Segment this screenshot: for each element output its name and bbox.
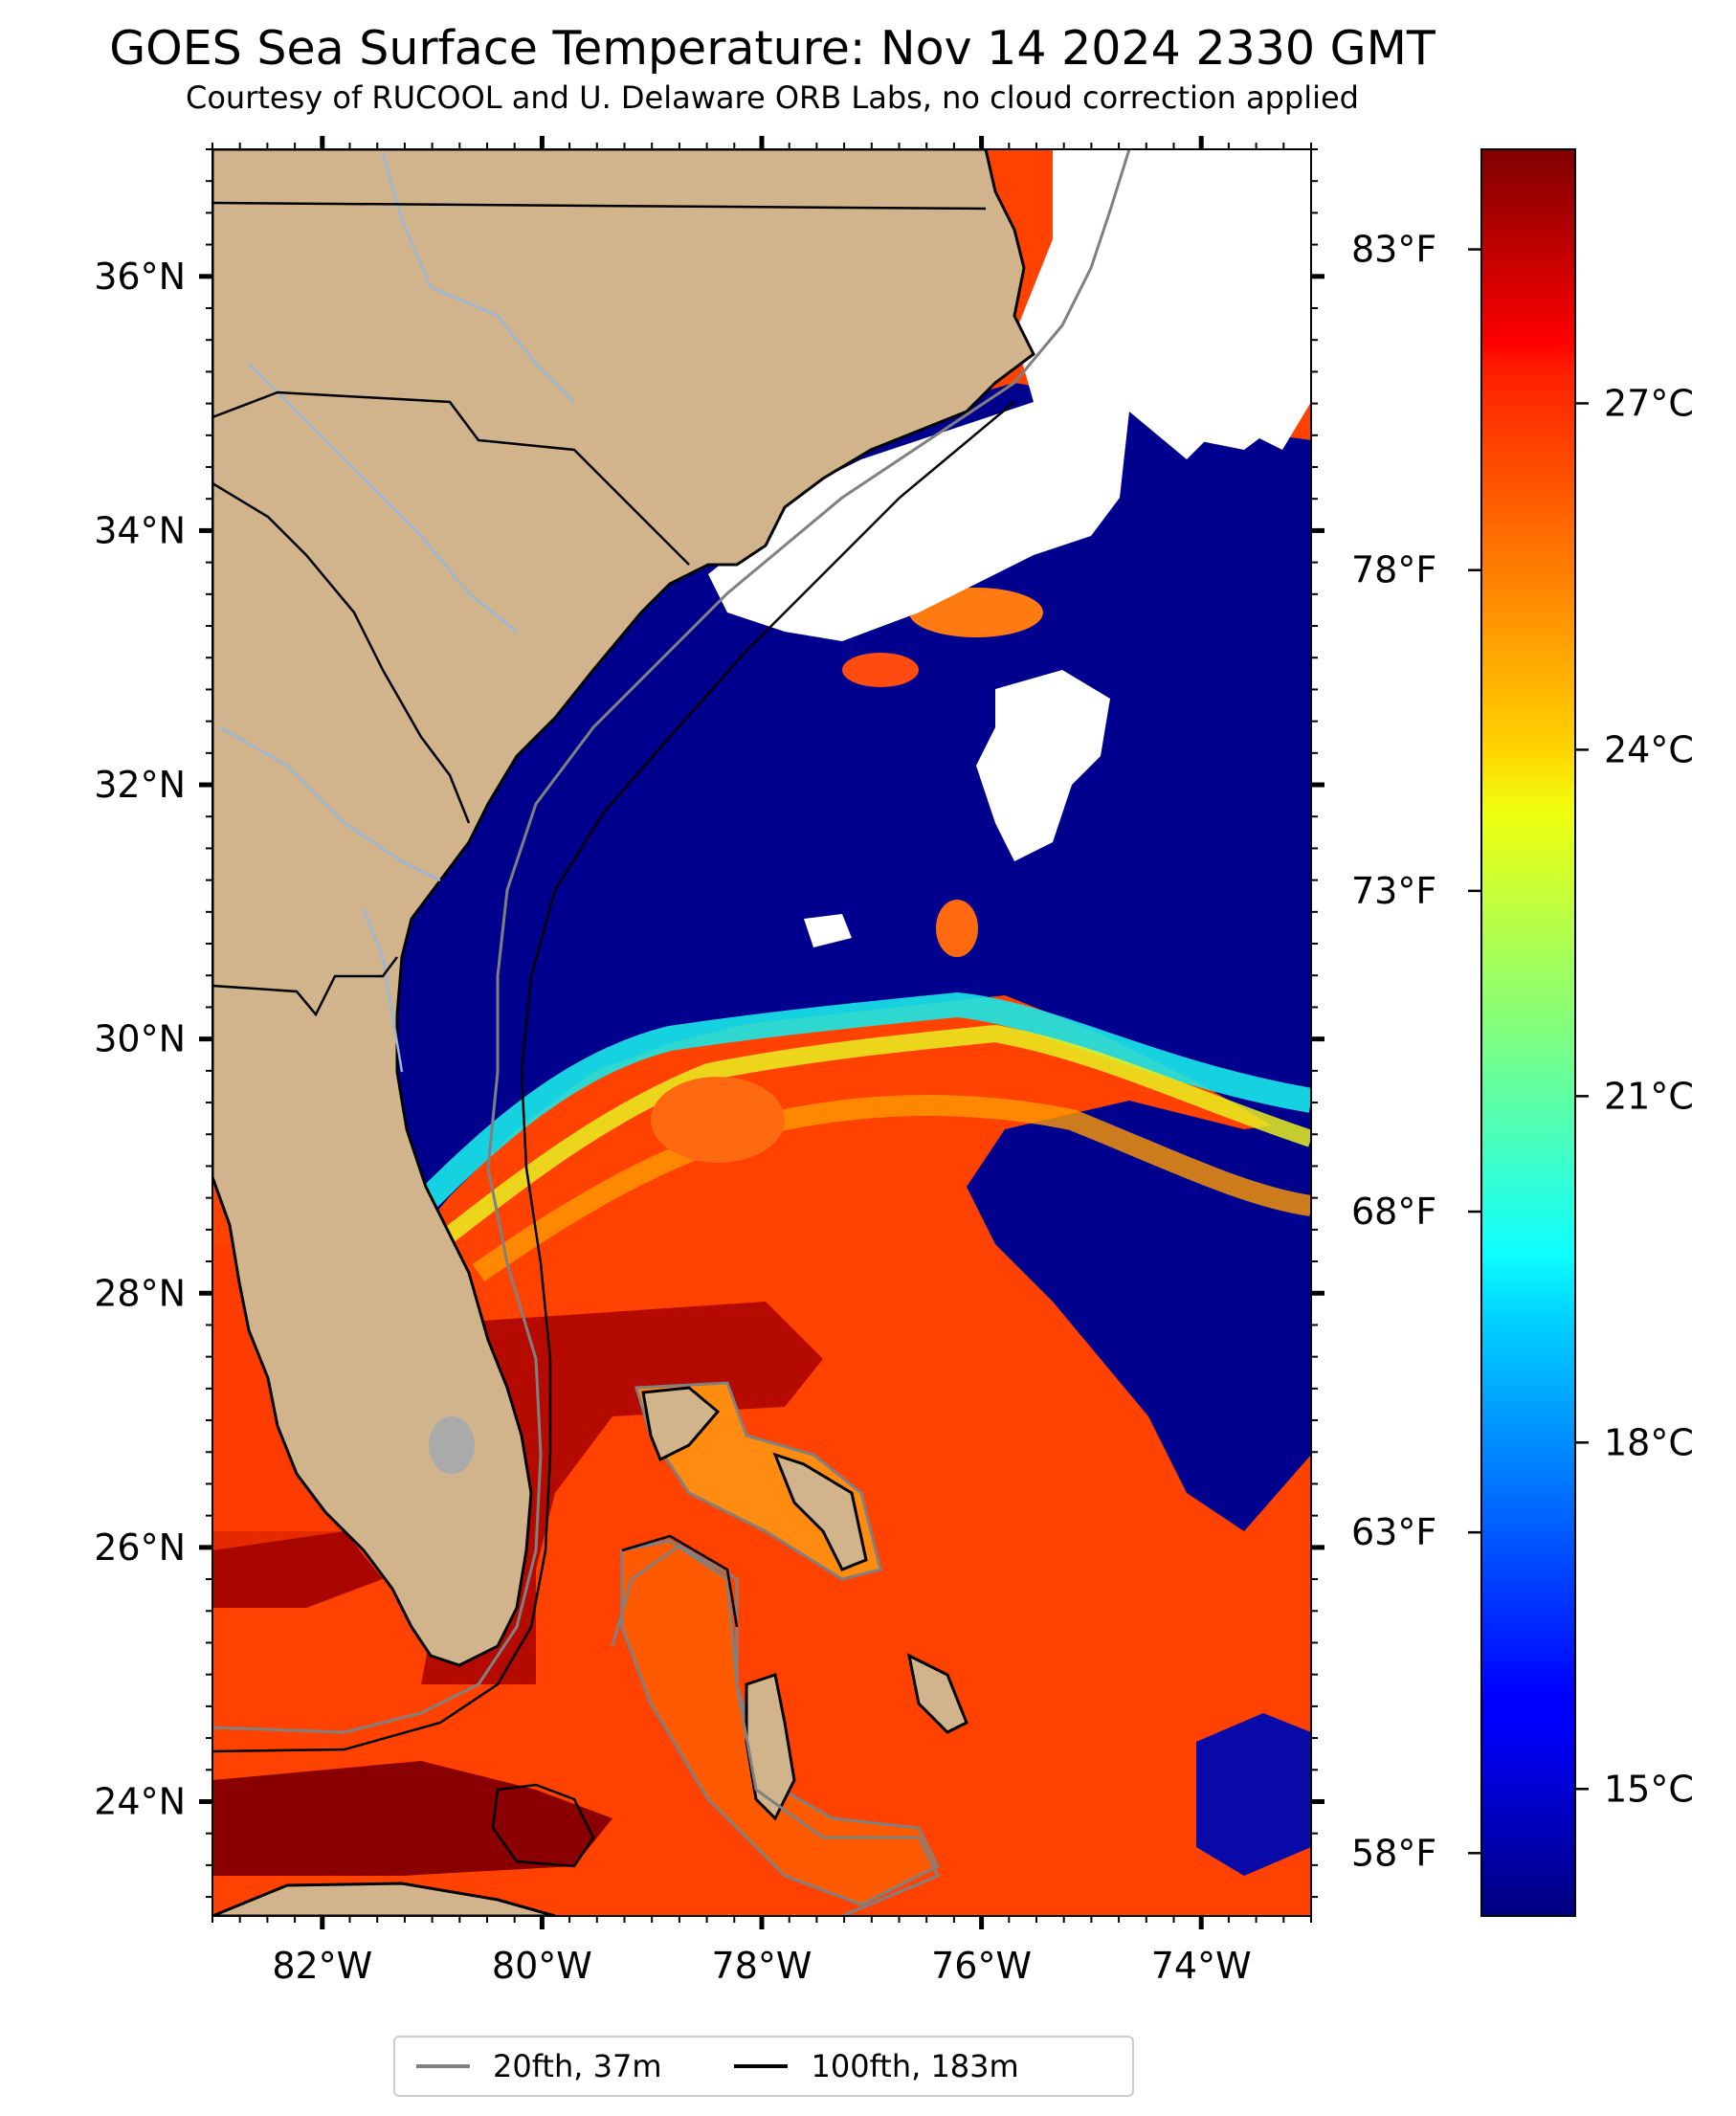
cloud-small <box>804 914 852 947</box>
contour-20fth <box>212 149 1131 1734</box>
colorbar <box>1480 148 1576 1917</box>
legend-item-20fth: 20fth, 37m <box>416 2048 661 2084</box>
cloud-northeast <box>708 149 1311 641</box>
figure-subtitle: Courtesy of RUCOOL and U. Delaware ORB L… <box>186 79 1359 116</box>
celsius-axis: 15°C 18°C 21°C 24°C 27°C <box>1575 382 1694 1810</box>
sst-map <box>212 149 1311 1916</box>
contour-cay-sal <box>491 1783 595 1868</box>
sst-front-cyan <box>412 991 1311 1215</box>
lat-tick-label: 26°N <box>94 1526 186 1569</box>
gulf-warm-core <box>212 1531 383 1608</box>
state-border-nc-sc <box>212 390 690 566</box>
fahrenheit-tick-label: 58°F <box>1351 1832 1436 1874</box>
longitude-axis: 82°W 80°W 78°W 76°W 74°W <box>211 136 1312 1987</box>
contour-bahamas-west-100 <box>621 1534 739 1628</box>
state-border-va-nc <box>212 201 987 211</box>
celsius-tick-label: 18°C <box>1604 1421 1694 1463</box>
lon-tick-label: 74°W <box>1151 1945 1252 1987</box>
sst-front-yellow <box>444 1024 1311 1242</box>
legend-label-20fth: 20fth, 37m <box>493 2048 662 2084</box>
lat-tick-label: 32°N <box>94 764 186 806</box>
cuba-coast <box>212 1882 556 1916</box>
legend-item-100fth: 100fth, 183m <box>734 2048 1019 2084</box>
state-border-sc-ga <box>212 481 471 824</box>
eleuthera <box>906 1653 968 1734</box>
sst-cool-patch-southeast <box>1196 1713 1311 1876</box>
contour-bahamas-west <box>611 1544 941 1916</box>
celsius-tick-label: 15°C <box>1604 1768 1694 1810</box>
figure-title: GOES Sea Surface Temperature: Nov 14 202… <box>109 21 1436 76</box>
sst-front-orange <box>472 1095 1311 1282</box>
legend-label-100fth: 100fth, 183m <box>811 2048 1019 2084</box>
river-1 <box>381 152 575 403</box>
cloud-central <box>976 670 1110 861</box>
fahrenheit-tick-label: 68°F <box>1351 1191 1436 1233</box>
legend-swatch-20fth <box>416 2064 470 2068</box>
lat-tick-label: 28°N <box>94 1272 186 1314</box>
river-3 <box>219 725 441 882</box>
fahrenheit-tick-label: 63°F <box>1351 1511 1436 1553</box>
celsius-tick-label: 27°C <box>1604 382 1694 424</box>
celsius-tick-label: 24°C <box>1604 728 1694 770</box>
warm-eddy-2 <box>842 653 919 687</box>
lat-tick-label: 34°N <box>94 509 186 551</box>
fahrenheit-tick-label: 83°F <box>1351 229 1436 271</box>
abaco <box>772 1452 868 1571</box>
contour-100fth <box>212 401 1015 1753</box>
state-border-ga-fl <box>212 956 398 1017</box>
river-2 <box>248 363 518 633</box>
legend-swatch-100fth <box>734 2064 789 2068</box>
lon-tick-label: 76°W <box>931 1945 1032 1987</box>
lon-tick-label: 82°W <box>272 1945 372 1987</box>
lake-okeechobee <box>429 1416 475 1474</box>
fahrenheit-tick-label: 73°F <box>1351 870 1436 912</box>
latitude-axis: 24°N 26°N 28°N 30°N 32°N 34°N 36°N <box>94 148 1324 1899</box>
lon-tick-label: 78°W <box>712 1945 812 1987</box>
lat-tick-label: 36°N <box>94 256 186 298</box>
contour-legend: 20fth, 37m 100fth, 183m <box>393 2036 1134 2097</box>
florida-straits-core <box>212 1761 612 1876</box>
sst-cool-patch-east <box>967 1101 1311 1531</box>
fahrenheit-tick-label: 78°F <box>1351 549 1436 591</box>
cloud-offshore-1 <box>1187 383 1282 450</box>
celsius-tick-label: 21°C <box>1604 1075 1694 1117</box>
warm-eddy-3 <box>936 900 978 957</box>
grand-bahama <box>641 1386 721 1462</box>
warm-eddy-4 <box>651 1077 785 1163</box>
lat-tick-label: 30°N <box>94 1018 186 1060</box>
lon-tick-label: 80°W <box>492 1945 592 1987</box>
fahrenheit-axis: 58°F 63°F 68°F 73°F 78°F 83°F <box>1351 229 1481 1874</box>
great-bahama-bank <box>620 1539 941 1906</box>
land-us-east-coast <box>212 149 1035 1667</box>
river-4 <box>362 908 404 1073</box>
lat-tick-label: 24°N <box>94 1780 186 1822</box>
